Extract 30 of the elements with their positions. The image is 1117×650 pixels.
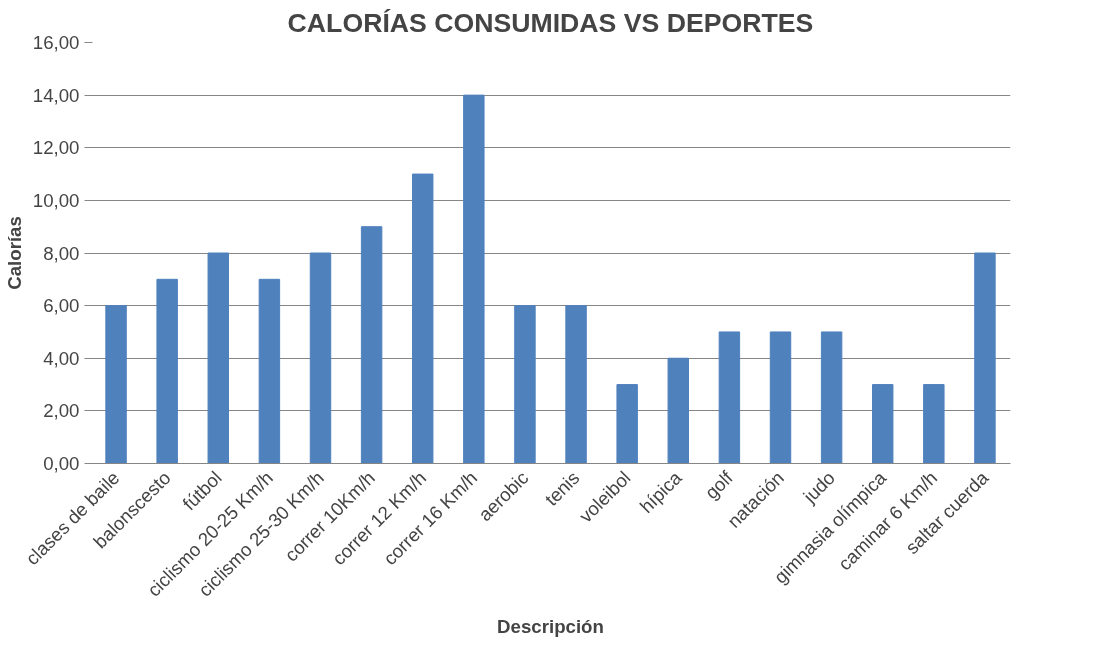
- bar: [207, 252, 229, 464]
- bar: [105, 305, 127, 464]
- bar: [156, 278, 178, 464]
- bar: [309, 252, 332, 464]
- y-tick-label: 8,00: [43, 242, 80, 264]
- bar: [820, 331, 843, 464]
- y-tick-label: 6,00: [43, 295, 80, 317]
- x-axis-title: Descripción: [497, 616, 604, 638]
- bar: [718, 331, 741, 464]
- bar: [769, 331, 792, 464]
- bar: [360, 226, 383, 464]
- bar: [258, 278, 281, 464]
- y-axis-title: Calorías: [3, 216, 25, 290]
- bar: [514, 305, 536, 464]
- bar: [872, 384, 894, 464]
- bar: [667, 357, 689, 464]
- y-tick-label: 0,00: [43, 453, 80, 474]
- bar: [412, 173, 434, 464]
- bar: [463, 94, 485, 464]
- bar: [565, 305, 587, 464]
- bar: [616, 384, 638, 464]
- y-tick-label: 4,00: [43, 347, 80, 369]
- y-tick-label: 12,00: [32, 137, 80, 159]
- y-tick-label: 2,00: [43, 400, 80, 422]
- y-tick-label: 16,00: [32, 32, 80, 53]
- y-tick-label: 10,00: [32, 189, 80, 211]
- bar: [923, 384, 945, 464]
- bar: [974, 252, 996, 464]
- chart-title: CALORÍAS CONSUMIDAS VS DEPORTES: [287, 7, 814, 38]
- y-tick-label: 14,00: [32, 84, 80, 106]
